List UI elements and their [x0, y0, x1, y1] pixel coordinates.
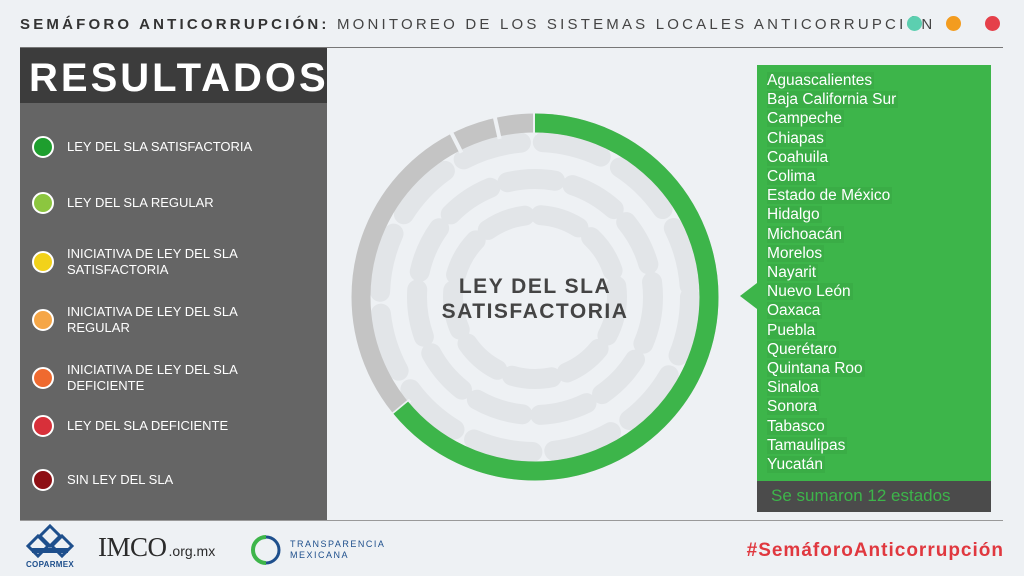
- legend-dot: [32, 367, 54, 389]
- legend-dot: [32, 469, 54, 491]
- footer-divider: [20, 520, 1003, 521]
- transparencia-mexicana-logo: TRANSPARENCIA MEXICANA: [250, 534, 385, 566]
- decorative-rings: [370, 132, 700, 462]
- state-item: Tamaulipas: [767, 436, 848, 454]
- legend-item-iniciativa-deficiente: INICIATIVA DE LEY DEL SLA DEFICIENTE: [32, 362, 312, 394]
- state-item: Querétaro: [767, 340, 839, 358]
- legend-item-sin-ley: SIN LEY DEL SLA: [32, 469, 312, 491]
- state-item: Chiapas: [767, 129, 826, 147]
- state-item: Yucatán: [767, 456, 826, 473]
- legend-dot: [32, 192, 54, 214]
- coparmex-logo: COPARMEX: [24, 523, 76, 570]
- legend-dot: [32, 251, 54, 273]
- states-footer: Se sumaron 12 estados: [757, 481, 991, 512]
- legend-item-ley-satisfactoria: LEY DEL SLA SATISFACTORIA: [32, 136, 312, 158]
- ring-center-line1: LEY DEL SLA: [458, 275, 612, 298]
- state-item: Sonora: [767, 398, 819, 416]
- state-item: Estado de México: [767, 187, 893, 205]
- legend-label: INICIATIVA DE LEY DEL SLA DEFICIENTE: [67, 362, 238, 393]
- results-title: RESULTADOS: [20, 48, 327, 103]
- orange-dot: [946, 16, 961, 31]
- state-item: Hidalgo: [767, 206, 822, 224]
- transparencia-line1: TRANSPARENCIA: [290, 539, 386, 549]
- state-item: Baja California Sur: [767, 91, 899, 109]
- results-sidebar: RESULTADOS LEY DEL SLA SATISFACTORIA LEY…: [20, 48, 327, 520]
- state-item: Quintana Roo: [767, 360, 865, 377]
- states-pointer: [740, 283, 757, 309]
- state-item: Morelos: [767, 244, 825, 262]
- legend-label: INICIATIVA DE LEY DEL SLA REGULAR: [67, 304, 238, 335]
- states-panel: Aguascalientes Baja California Sur Campech…: [757, 65, 991, 481]
- state-item: Coahuila: [767, 148, 831, 166]
- transparencia-text: TRANSPARENCIA MEXICANA: [290, 539, 385, 561]
- legend-dot: [32, 136, 54, 158]
- legend-label: SIN LEY DEL SLA: [67, 472, 174, 487]
- legend-item-iniciativa-regular: INICIATIVA DE LEY DEL SLA REGULAR: [32, 304, 312, 336]
- transparencia-circle-icon: [251, 535, 281, 565]
- page-title-rest: MONITOREO DE LOS SISTEMAS LOCALES ANTICO…: [329, 15, 936, 33]
- red-dot: [985, 16, 1000, 31]
- state-item: Nayarit: [767, 264, 819, 281]
- transparencia-line2: MEXICANA: [290, 550, 350, 560]
- imco-text: IMCO: [98, 532, 167, 562]
- ring-center-line2: SATISFACTORIA: [441, 300, 629, 323]
- state-item: Nuevo León: [767, 283, 853, 301]
- ring-gap: [492, 115, 502, 140]
- imco-logo: IMCO .org.mx: [98, 532, 215, 563]
- header-dots: [907, 16, 1000, 31]
- ring-center-label: LEY DEL SLA SATISFACTORIA: [390, 274, 680, 324]
- hashtag: #SemáforoAnticorrupción: [746, 540, 1004, 561]
- deco-ring-middle: [407, 169, 663, 425]
- legend-label: INICIATIVA DE LEY DEL SLA SATISFACTORIA: [67, 246, 238, 277]
- state-item: Oaxaca: [767, 302, 823, 320]
- state-item: Tabasco: [767, 417, 827, 435]
- ring-segment-satisfactoria: [351, 113, 719, 481]
- legend-label: LEY DEL SLA SATISFACTORIA: [67, 139, 253, 154]
- results-ring: [351, 111, 719, 481]
- header: SEMÁFORO ANTICORRUPCIÓN: MONITOREO DE LO…: [20, 13, 1004, 35]
- state-item: Michoacán: [767, 225, 844, 243]
- header-divider: [20, 47, 1003, 48]
- legend-item-iniciativa-satisfactoria: INICIATIVA DE LEY DEL SLA SATISFACTORIA: [32, 246, 312, 278]
- state-item: Sinaloa: [767, 379, 821, 397]
- deco-ring-inner: [443, 205, 627, 389]
- coparmex-text: COPARMEX: [25, 560, 75, 569]
- page-title-bold: SEMÁFORO ANTICORRUPCIÓN:: [20, 15, 330, 33]
- state-item: Puebla: [767, 321, 818, 339]
- deco-ring-outer: [370, 132, 700, 462]
- legend-label: LEY DEL SLA REGULAR: [67, 195, 214, 210]
- state-item: Aguascalientes: [767, 72, 875, 89]
- legend-item-ley-deficiente: LEY DEL SLA DEFICIENTE: [32, 415, 312, 437]
- coparmex-icon: [25, 523, 75, 559]
- legend-label: LEY DEL SLA DEFICIENTE: [67, 418, 229, 433]
- imco-suffix: .org.mx: [168, 543, 216, 559]
- state-item: Colima: [767, 168, 818, 185]
- state-item: Campeche: [767, 110, 844, 128]
- legend-dot: [32, 415, 54, 437]
- ring-gap: [448, 130, 464, 154]
- legend-item-ley-regular: LEY DEL SLA REGULAR: [32, 192, 312, 214]
- legend-dot: [32, 309, 54, 331]
- teal-dot: [907, 16, 922, 31]
- page-title: SEMÁFORO ANTICORRUPCIÓN: MONITOREO DE LO…: [20, 16, 935, 33]
